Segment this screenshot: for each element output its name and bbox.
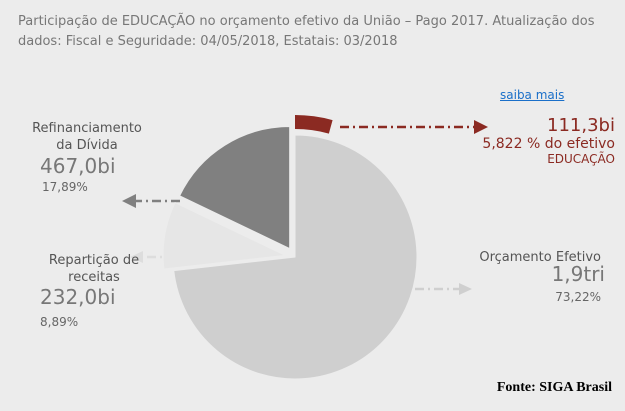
value-label: 73,22% — [555, 290, 601, 304]
amount-label: 1,9tri — [551, 262, 605, 286]
amount-label: 467,0bi — [40, 154, 116, 178]
link[interactable]: saiba mais — [500, 88, 565, 102]
highlight-share: 5,822 % do efetivo — [482, 136, 615, 152]
highlight-amount: 111,3bi — [547, 115, 615, 136]
source: Fonte: SIGA Brasil — [496, 380, 612, 395]
category-label: Repartição de receitas — [48, 253, 140, 285]
highlight-arc — [295, 115, 333, 134]
pie-slice — [162, 201, 287, 270]
arrow-head — [130, 251, 143, 263]
highlight-name: EDUCAÇÃO — [547, 152, 615, 166]
pie-slice — [178, 126, 291, 250]
arrow-head — [122, 194, 136, 208]
category-label: Refinanciamento da Dívida — [32, 121, 142, 153]
value-label: 17,89% — [42, 180, 88, 194]
arrow-head — [459, 283, 472, 295]
category-label: Orçamento Efetivo — [479, 250, 601, 265]
pie-slice — [173, 134, 418, 380]
value-label: 8,89% — [40, 315, 79, 329]
arrow-head — [474, 120, 488, 134]
amount-label: 232,0bi — [40, 285, 116, 309]
chart-title: Participação de EDUCAÇÃO no orçamento ef… — [18, 14, 595, 49]
